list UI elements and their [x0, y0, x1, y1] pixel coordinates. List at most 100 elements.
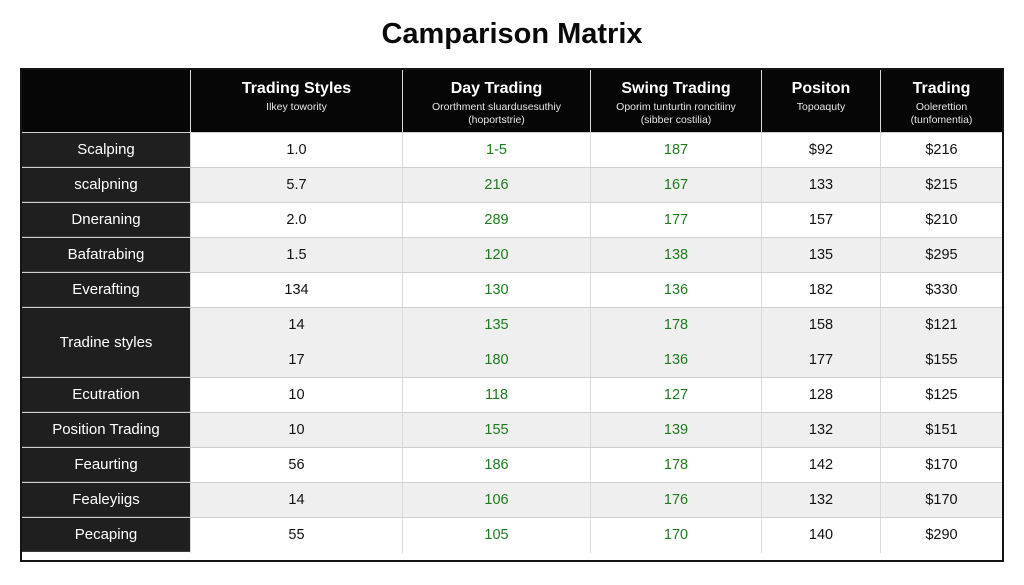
- table-cell: 178: [590, 308, 761, 343]
- table-cell: 130: [402, 273, 590, 308]
- row-label: Pecaping: [22, 518, 190, 552]
- table-row: Pecaping 55 105 170 140 $290: [22, 517, 1002, 553]
- table-cell: 120: [402, 238, 590, 273]
- row-label: Ecutration: [22, 378, 190, 412]
- page-title: Camparison Matrix: [381, 18, 643, 50]
- row-label: Scalping: [22, 133, 190, 167]
- column-header-0: [22, 70, 190, 132]
- table-cell: 1-5: [402, 133, 590, 168]
- table-cell: 158: [761, 308, 880, 343]
- table-cell: $170: [880, 448, 1002, 483]
- table-cell: 177: [590, 203, 761, 238]
- table-cell: 17: [190, 343, 402, 378]
- table-cell: 136: [590, 343, 761, 378]
- row-label: Fealeyiigs: [22, 483, 190, 517]
- column-header-5: Trading Oolerettion (tunfomentia): [880, 70, 1002, 132]
- column-header-3: Swing Trading Oporim tunturtin roncitiiny…: [590, 70, 761, 132]
- table-cell: 1.5: [190, 238, 402, 273]
- column-title: Positon: [791, 80, 851, 97]
- table-cell: $155: [880, 343, 1002, 378]
- table-cell: 133: [761, 168, 880, 203]
- table-cell: $290: [880, 518, 1002, 553]
- table-cell: 105: [402, 518, 590, 553]
- table-cell: 10: [190, 378, 402, 413]
- table-cell: 170: [590, 518, 761, 553]
- table-row: Position Trading 10 155 139 132 $151: [22, 412, 1002, 448]
- table-cell: $121: [880, 308, 1002, 343]
- table-row: Dneraning 2.0 289 177 157 $210: [22, 202, 1002, 238]
- table-cell: 56: [190, 448, 402, 483]
- row-label: scalpning: [22, 168, 190, 202]
- column-header-2: Day Trading Ororthment sluardusesuthiy (h…: [402, 70, 590, 132]
- column-title: Trading Styles: [241, 80, 352, 97]
- row-label: Bafatrabing: [22, 238, 190, 272]
- table-cell: 289: [402, 203, 590, 238]
- table-cell: 106: [402, 483, 590, 518]
- table-cell: 134: [190, 273, 402, 308]
- table-cell: 135: [402, 308, 590, 343]
- table-row: Ecutration 10 118 127 128 $125: [22, 377, 1002, 413]
- column-header-4: Positon Topoaquty: [761, 70, 880, 132]
- table-row: Tradine styles 14 135 178 158 $121 17 180 136 177…: [22, 307, 1002, 378]
- table-cell: 132: [761, 483, 880, 518]
- table-row: Everafting 134 130 136 182 $330: [22, 272, 1002, 308]
- table-cell: 14: [190, 483, 402, 518]
- table-cell: $92: [761, 133, 880, 168]
- table-cell: 157: [761, 203, 880, 238]
- table-cell: 2.0: [190, 203, 402, 238]
- table-cell: 127: [590, 378, 761, 413]
- table-cell: 155: [402, 413, 590, 448]
- table-row: scalpning 5.7 216 167 133 $215: [22, 167, 1002, 203]
- row-label: Dneraning: [22, 203, 190, 237]
- table-cell: 132: [761, 413, 880, 448]
- table-cell: 136: [590, 273, 761, 308]
- table-cell: 177: [761, 343, 880, 378]
- row-label: Tradine styles: [22, 308, 190, 377]
- table-cell: 186: [402, 448, 590, 483]
- column-subtitle: Ilkey towority: [266, 101, 327, 113]
- column-subtitle: Ororthment sluardusesuthiy (hoportstrie): [432, 101, 561, 126]
- table-cell: $330: [880, 273, 1002, 308]
- table-cell: $151: [880, 413, 1002, 448]
- table-row: Scalping 1.0 1-5 187 $92 $216: [22, 132, 1002, 168]
- table-cell: 176: [590, 483, 761, 518]
- table-cell: 128: [761, 378, 880, 413]
- table-cell: $125: [880, 378, 1002, 413]
- table-row: Bafatrabing 1.5 120 138 135 $295: [22, 237, 1002, 273]
- table-row: Fealeyiigs 14 106 176 132 $170: [22, 482, 1002, 518]
- table-cell: 5.7: [190, 168, 402, 203]
- row-label: Feaurting: [22, 448, 190, 482]
- table-cell: 216: [402, 168, 590, 203]
- table-cell: $170: [880, 483, 1002, 518]
- table-cell: 14: [190, 308, 402, 343]
- table-cell: 118: [402, 378, 590, 413]
- column-title: Trading: [912, 80, 971, 97]
- comparison-table: Trading Styles Ilkey towority Day Trading O…: [20, 68, 1004, 562]
- table-cell: $215: [880, 168, 1002, 203]
- table-cell: 138: [590, 238, 761, 273]
- table-cell: 187: [590, 133, 761, 168]
- table-header: Trading Styles Ilkey towority Day Trading O…: [22, 70, 1002, 132]
- table-cell: 139: [590, 413, 761, 448]
- table-cell: 142: [761, 448, 880, 483]
- table-cell: $295: [880, 238, 1002, 273]
- table-cell: 180: [402, 343, 590, 378]
- table-cell: 1.0: [190, 133, 402, 168]
- table-cell: 178: [590, 448, 761, 483]
- table-cell: $210: [880, 203, 1002, 238]
- table-cell: 182: [761, 273, 880, 308]
- row-label: Position Trading: [22, 413, 190, 447]
- table-cell: 140: [761, 518, 880, 553]
- table-row: Feaurting 56 186 178 142 $170: [22, 447, 1002, 483]
- column-title: Day Trading: [450, 80, 543, 97]
- table-cell: 55: [190, 518, 402, 553]
- table-cell: 135: [761, 238, 880, 273]
- table-cell: $216: [880, 133, 1002, 168]
- table-cell: 167: [590, 168, 761, 203]
- table-cell: 10: [190, 413, 402, 448]
- column-subtitle: Topoaquty: [796, 101, 846, 113]
- column-subtitle: Oporim tunturtin roncitiiny (sibber cost…: [616, 101, 736, 126]
- column-header-1: Trading Styles Ilkey towority: [190, 70, 402, 132]
- row-label: Everafting: [22, 273, 190, 307]
- column-title: Swing Trading: [621, 80, 731, 97]
